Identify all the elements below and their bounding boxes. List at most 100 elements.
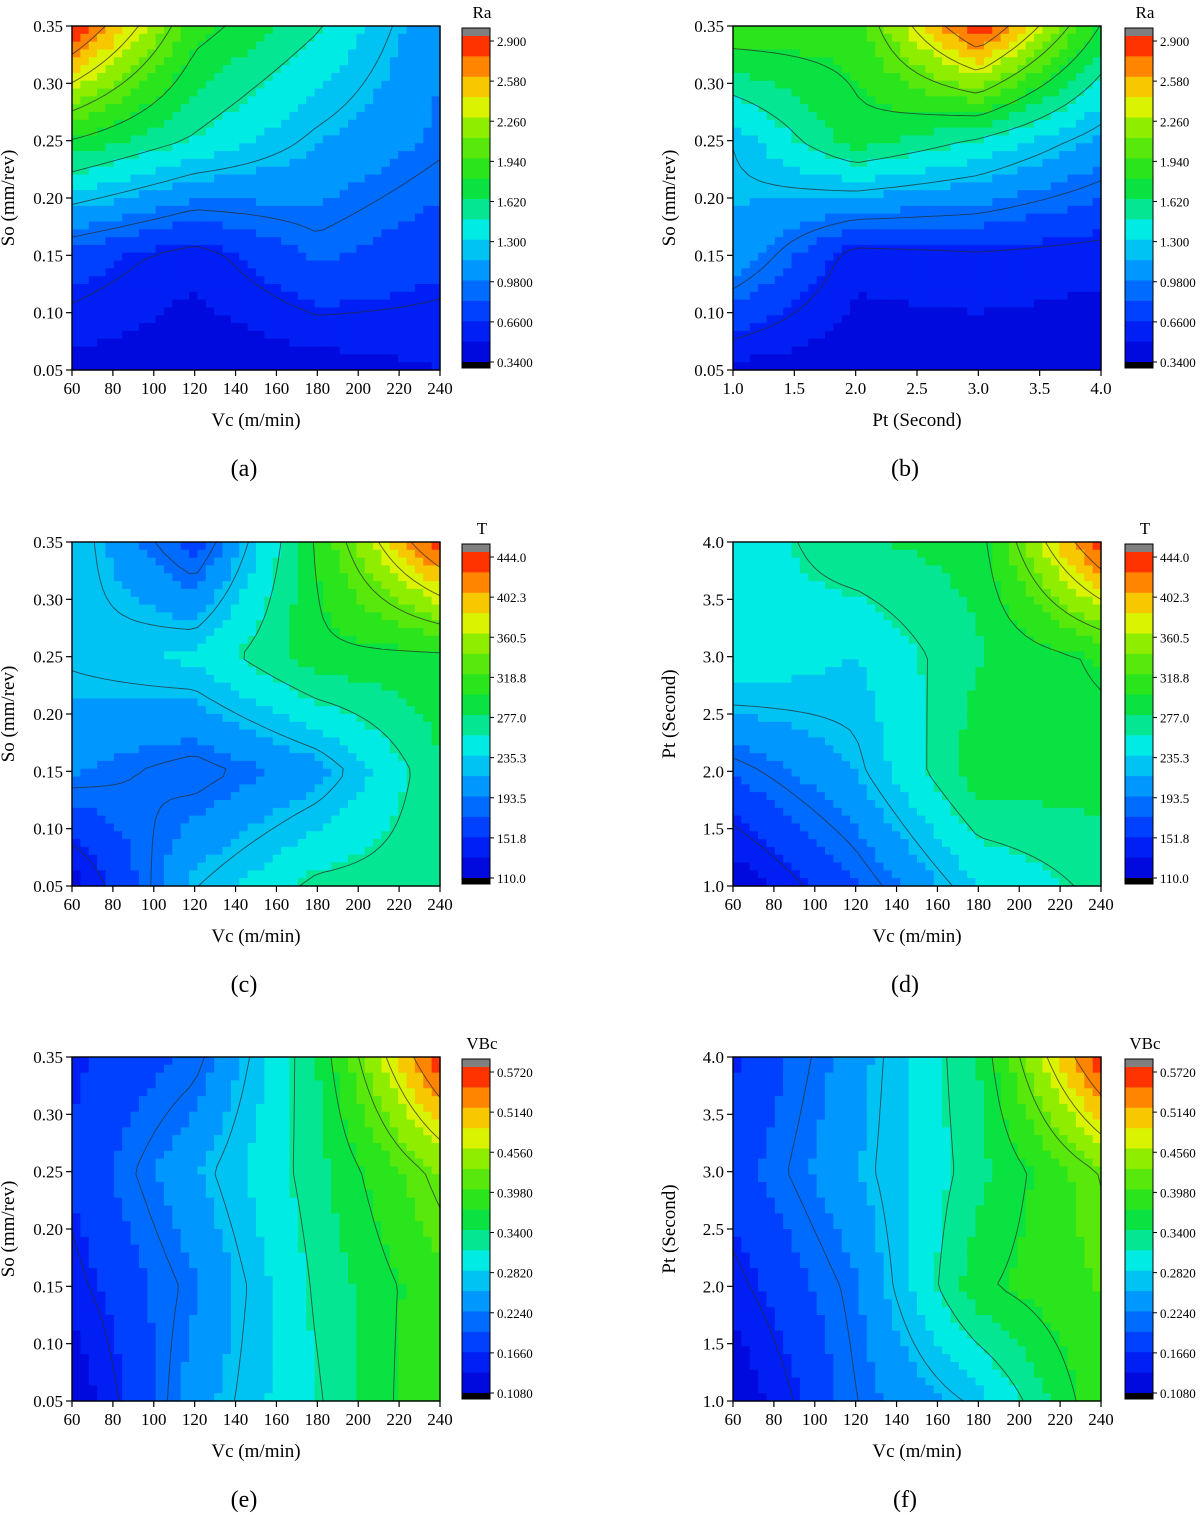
contour-cell bbox=[281, 542, 291, 551]
contour-cell bbox=[758, 221, 768, 230]
contour-cell bbox=[331, 190, 341, 199]
contour-cell bbox=[858, 284, 868, 293]
contour-cell bbox=[331, 276, 341, 285]
contour-cell bbox=[348, 229, 357, 238]
contour-cell bbox=[247, 291, 257, 301]
contour-cell bbox=[72, 244, 81, 254]
contour-cell bbox=[900, 307, 910, 316]
contour-cell bbox=[431, 104, 441, 113]
contour-cell bbox=[113, 174, 123, 183]
contour-cell bbox=[1050, 213, 1060, 223]
contour-cell bbox=[72, 674, 81, 684]
contour-cell bbox=[214, 557, 224, 567]
contour-cell bbox=[398, 198, 408, 207]
contour-cell bbox=[164, 88, 173, 97]
contour-cell bbox=[1025, 315, 1035, 324]
contour-cell bbox=[189, 229, 199, 238]
contour-cell bbox=[364, 174, 374, 183]
contour-cell bbox=[1034, 119, 1044, 129]
contour-cell bbox=[172, 635, 182, 645]
contour-cell bbox=[230, 596, 240, 606]
contour-cell bbox=[80, 182, 90, 191]
contour-cell bbox=[866, 143, 876, 152]
contour-cell bbox=[373, 213, 383, 223]
contour-cell bbox=[155, 659, 165, 668]
contour-cell bbox=[1025, 26, 1035, 35]
contour-cell bbox=[917, 307, 926, 316]
contour-cell bbox=[138, 72, 148, 82]
contour-cell bbox=[306, 260, 316, 269]
contour-cell bbox=[816, 244, 826, 254]
contour-cell bbox=[799, 174, 809, 183]
contour-cell bbox=[983, 205, 993, 215]
contour-cell bbox=[189, 565, 199, 574]
contour-cell bbox=[180, 57, 190, 66]
contour-cell bbox=[80, 260, 90, 269]
contour-cell bbox=[189, 119, 199, 129]
contour-cell bbox=[841, 284, 851, 293]
contour-cell bbox=[189, 573, 199, 582]
contour-cell bbox=[925, 205, 935, 215]
contour-cell bbox=[958, 330, 968, 340]
contour-cell bbox=[88, 96, 98, 105]
contour-cell bbox=[205, 682, 215, 692]
contour-cell bbox=[164, 166, 173, 176]
contour-cell bbox=[289, 268, 299, 277]
contour-cell bbox=[942, 72, 952, 82]
contour-cell bbox=[1034, 346, 1044, 355]
contour-cell bbox=[80, 643, 90, 653]
contour-cell bbox=[164, 307, 173, 316]
contour-cell bbox=[197, 127, 207, 137]
contour-cell bbox=[172, 549, 182, 559]
contour-cell bbox=[758, 338, 768, 348]
contour-cell bbox=[322, 604, 332, 613]
contour-cell bbox=[72, 158, 81, 168]
contour-cell bbox=[1067, 315, 1077, 324]
contour-cell bbox=[833, 307, 843, 316]
contour-cell bbox=[749, 260, 759, 269]
contour-cell bbox=[364, 143, 374, 152]
contour-cell bbox=[297, 205, 307, 215]
contour-cell bbox=[1017, 237, 1027, 246]
contour-cell bbox=[205, 284, 215, 293]
contour-cell bbox=[858, 158, 868, 168]
contour-cell bbox=[406, 229, 416, 238]
contour-cell bbox=[289, 284, 299, 293]
contour-cell bbox=[247, 213, 257, 223]
contour-cell bbox=[164, 72, 173, 82]
contour-cell bbox=[247, 182, 257, 191]
contour-cell bbox=[917, 96, 926, 105]
contour-cell bbox=[1034, 315, 1044, 324]
contour-cell bbox=[172, 620, 182, 629]
contour-cell bbox=[1000, 299, 1010, 309]
contour-cell bbox=[264, 542, 274, 551]
contour-cell bbox=[314, 690, 324, 699]
contour-cell bbox=[1075, 80, 1085, 90]
contour-cell bbox=[222, 635, 232, 645]
contour-cell bbox=[180, 330, 190, 340]
contour-cell bbox=[799, 143, 809, 152]
contour-cell bbox=[164, 104, 173, 113]
contour-cell bbox=[866, 104, 876, 113]
contour-cell bbox=[942, 112, 952, 121]
contour-cell bbox=[783, 291, 793, 301]
contour-cell bbox=[297, 237, 307, 246]
contour-cell bbox=[256, 135, 265, 144]
contour-cell bbox=[950, 338, 960, 348]
contour-cell bbox=[205, 612, 215, 621]
contour-cell bbox=[381, 151, 391, 160]
contour-cell bbox=[398, 174, 408, 183]
contour-cell bbox=[264, 88, 274, 97]
contour-cell bbox=[900, 166, 910, 176]
contour-cell bbox=[138, 268, 148, 277]
contour-cell bbox=[306, 65, 316, 74]
contour-cell bbox=[1050, 221, 1060, 230]
contour-cell bbox=[373, 565, 383, 574]
contour-cell bbox=[97, 143, 107, 152]
contour-cell bbox=[1084, 65, 1094, 74]
contour-cell bbox=[113, 323, 123, 332]
contour-cell bbox=[348, 57, 357, 66]
contour-cell bbox=[189, 659, 199, 668]
contour-cell bbox=[758, 346, 768, 355]
contour-cell bbox=[180, 346, 190, 355]
